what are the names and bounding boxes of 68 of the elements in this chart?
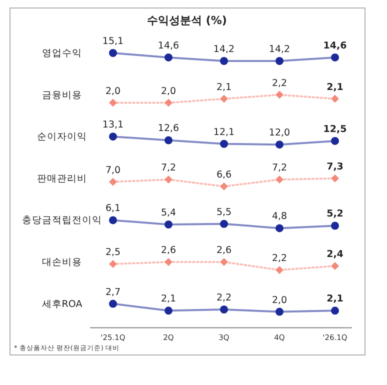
data-label: 7,2	[160, 162, 176, 174]
point	[331, 174, 339, 182]
data-label: 2,6	[216, 245, 232, 256]
data-label: 2,0	[105, 86, 121, 97]
data-label: 2,0	[272, 294, 288, 306]
data-label: 2,1	[160, 294, 176, 305]
data-label: 2,0	[160, 86, 176, 97]
point	[276, 308, 284, 316]
point	[276, 140, 284, 149]
point	[164, 136, 172, 144]
data-label: 2,2	[216, 292, 232, 304]
chart-title: 수익성분석 (%)	[147, 14, 227, 27]
point	[109, 260, 117, 268]
data-label: 12,5	[323, 124, 347, 135]
data-label: 4,8	[272, 211, 288, 222]
point	[109, 216, 117, 224]
point	[109, 132, 117, 141]
data-label: 2,4	[326, 249, 344, 260]
point	[276, 224, 284, 232]
data-label: 5,2	[326, 208, 344, 220]
point	[109, 300, 117, 308]
y-axis-title: 충당금적립전이익	[22, 215, 102, 226]
data-label: 7,3	[326, 161, 344, 172]
point	[220, 220, 228, 228]
y-axis-title: 영업수익	[42, 48, 82, 59]
point	[164, 306, 172, 315]
point	[331, 262, 339, 270]
y-axis-title: 순이자이익	[37, 132, 87, 143]
data-label: 2,1	[216, 82, 232, 93]
point	[164, 258, 172, 266]
data-label: 12,6	[158, 123, 180, 134]
y-axis-title: 금융비용	[42, 90, 82, 101]
point	[220, 306, 228, 314]
point	[276, 266, 284, 274]
data-label: 2,1	[326, 294, 344, 305]
data-label: 13,1	[102, 120, 124, 131]
data-label: 14,6	[323, 40, 348, 52]
data-label: 5,5	[216, 206, 232, 218]
data-label: 12,0	[268, 128, 290, 139]
data-label: 2,2	[272, 253, 288, 264]
data-label: 2,6	[160, 245, 176, 256]
data-label: 5,4	[160, 208, 176, 219]
point	[276, 176, 284, 184]
point	[164, 176, 172, 184]
data-label: 2,2	[272, 78, 288, 89]
data-label: 12,1	[213, 126, 235, 138]
data-label: 2,5	[105, 247, 121, 258]
data-label: 14,2	[268, 44, 290, 55]
y-axis-title: 판매관리비	[37, 173, 87, 184]
y-axis-title: 대손비용	[42, 257, 82, 268]
data-label: 2,7	[105, 286, 121, 298]
data-label: 15,1	[102, 36, 124, 47]
data-label: 7,0	[105, 164, 121, 176]
y-axis-title: 세후ROA	[42, 298, 83, 310]
point	[331, 136, 339, 145]
point	[220, 258, 228, 266]
data-label: 7,2	[272, 162, 288, 174]
point	[164, 220, 172, 229]
point	[220, 182, 228, 190]
data-label: 14,2	[213, 44, 235, 55]
data-label: 2,1	[326, 82, 344, 93]
data-label: 14,6	[158, 40, 180, 52]
data-label: 6,1	[105, 203, 121, 214]
point	[109, 178, 117, 186]
point	[220, 140, 228, 148]
data-label: 6,6	[216, 169, 232, 180]
point	[331, 306, 339, 315]
point	[331, 222, 339, 230]
